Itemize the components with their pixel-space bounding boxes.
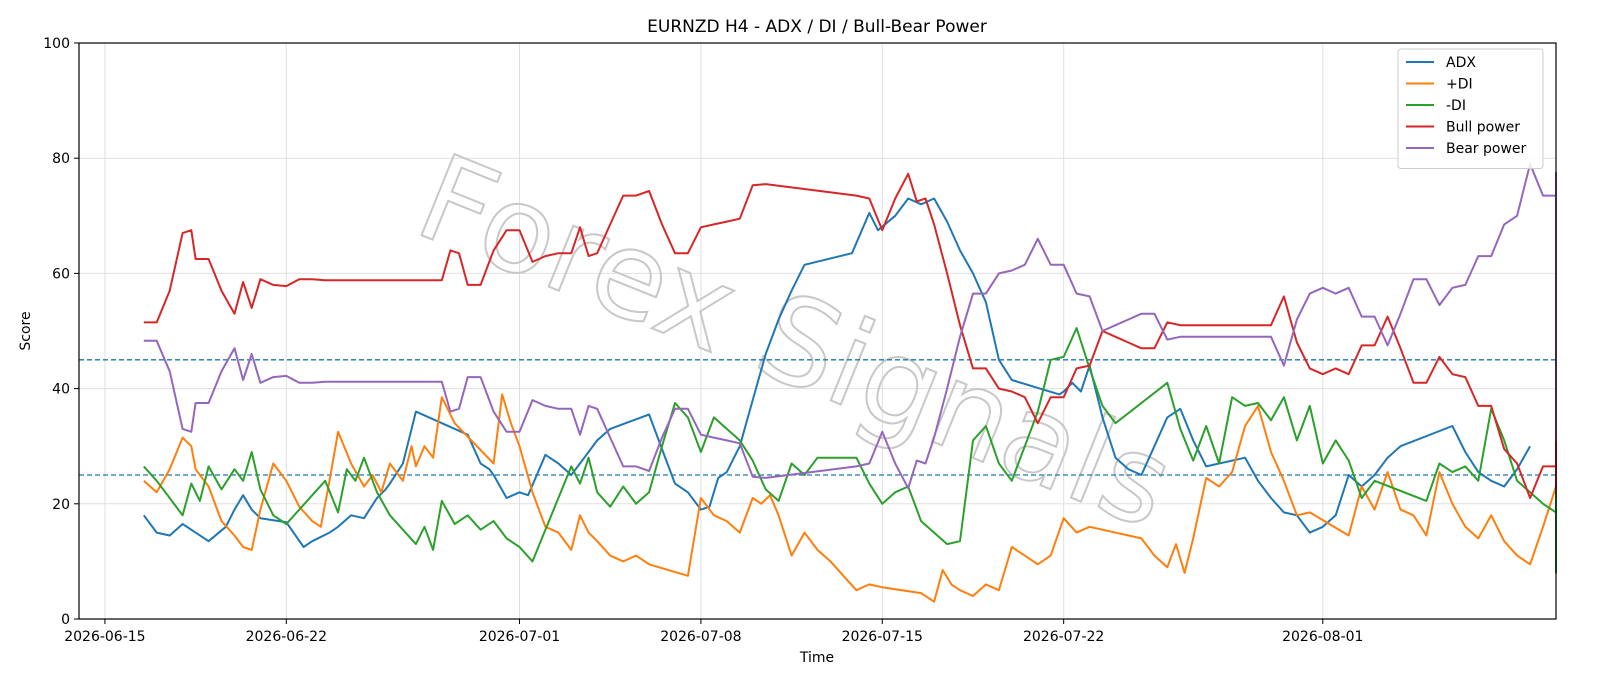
- chart-title: EURNZD H4 - ADX / DI / Bull-Bear Power: [647, 17, 987, 37]
- y-axis-label: Score: [18, 311, 34, 350]
- legend: ADX +DI -DI Bull power Bear power: [1397, 48, 1544, 169]
- x-axis: 2026-06-15 2026-06-22 2026-07-01 2026-07-08…: [64, 619, 1363, 645]
- legend-label: ADX: [1446, 55, 1476, 71]
- legend-label: -DI: [1446, 98, 1466, 114]
- legend-box: [1397, 48, 1544, 169]
- series-line: [142, 197, 1531, 548]
- x-tick-label: 2026-08-01: [1282, 629, 1363, 645]
- x-tick-label: 2026-06-22: [246, 629, 327, 645]
- x-tick-label: 2026-07-15: [842, 629, 923, 645]
- x-tick-label: 2026-06-15: [64, 629, 145, 645]
- legend-label: Bear power: [1446, 141, 1527, 157]
- y-tick-label: 100: [43, 36, 70, 52]
- y-tick-label: 80: [52, 151, 70, 167]
- grid: [79, 42, 1556, 620]
- x-tick-label: 2026-07-22: [1023, 629, 1104, 645]
- y-tick-label: 0: [61, 612, 70, 628]
- reference-lines: [79, 359, 1556, 476]
- y-tick-label: 40: [52, 382, 70, 398]
- series-line: [143, 393, 1557, 603]
- y-tick-label: 60: [52, 266, 70, 282]
- legend-label: +DI: [1446, 77, 1473, 93]
- legend-label: Bull power: [1446, 120, 1520, 136]
- y-tick-label: 20: [52, 497, 70, 513]
- x-tick-label: 2026-07-01: [479, 629, 560, 645]
- x-axis-label: Time: [799, 650, 834, 666]
- plot-frame: [78, 42, 1557, 620]
- x-tick-label: 2026-07-08: [660, 629, 741, 645]
- y-axis: 0 20 40 60 80 100: [43, 36, 79, 628]
